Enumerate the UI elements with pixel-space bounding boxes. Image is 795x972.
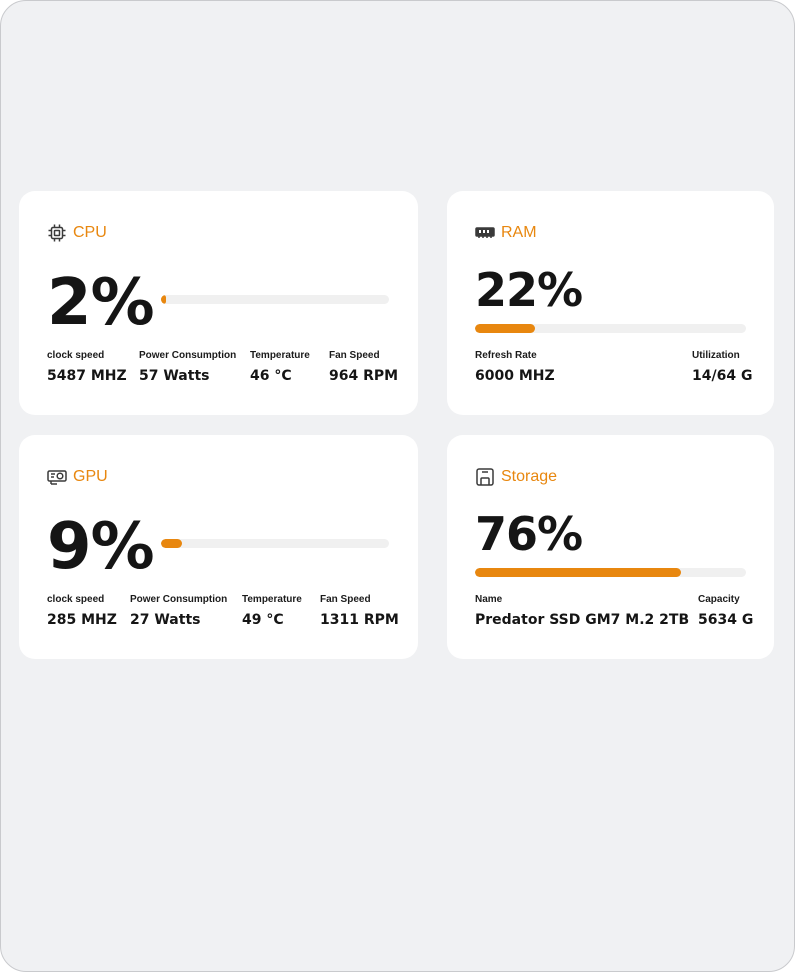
stat-label: Name — [475, 594, 503, 605]
gpu-stat-clock-speed: clock speed 285 MHZ — [47, 594, 117, 628]
stat-label: Fan Speed — [329, 350, 380, 361]
storage-stat-name: Name Predator SSD GM7 M.2 2TB — [475, 594, 689, 628]
gpu-usage-bar — [161, 539, 389, 548]
cpu-usage-percent: 2% — [47, 266, 155, 340]
ram-title: RAM — [501, 224, 537, 241]
storage-card: Storage 76% Name Predator SSD GM7 M.2 2T… — [447, 435, 774, 659]
ram-stat-utilization: Utilization 14/64 G — [692, 350, 752, 384]
graphics-card-icon — [47, 467, 67, 487]
stat-value: 5634 G — [698, 612, 754, 628]
stat-value: 964 RPM — [329, 368, 399, 384]
gpu-usage-bar-fill — [161, 539, 182, 548]
ram-usage-percent: 22% — [475, 263, 583, 317]
storage-title: Storage — [501, 468, 558, 485]
stat-value: 57 Watts — [139, 368, 210, 384]
storage-drive-icon — [475, 467, 495, 487]
storage-usage-bar-fill — [475, 568, 681, 577]
cpu-card-header: CPU — [47, 221, 107, 245]
stat-label: Power Consumption — [139, 350, 237, 361]
gpu-card: GPU 9% clock speed 285 MHZ Power Consump… — [19, 435, 418, 659]
stat-label: Fan Speed — [320, 594, 371, 605]
cpu-stat-temperature: Temperature 46 °C — [250, 350, 310, 384]
stat-label: clock speed — [47, 350, 105, 361]
ram-stat-refresh-rate: Refresh Rate 6000 MHZ — [475, 350, 555, 384]
ram-card-header: RAM — [475, 221, 537, 245]
stat-value: 6000 MHZ — [475, 368, 555, 384]
stat-value: 5487 MHZ — [47, 368, 127, 384]
stat-value: 49 °C — [242, 612, 284, 628]
stat-value: 1311 RPM — [320, 612, 399, 628]
gpu-card-header: GPU — [47, 465, 108, 489]
ram-usage-bar — [475, 324, 746, 333]
storage-stat-capacity: Capacity 5634 G — [698, 594, 753, 628]
stat-value: 285 MHZ — [47, 612, 117, 628]
cpu-stat-power: Power Consumption 57 Watts — [139, 350, 236, 384]
stat-label: Utilization — [692, 350, 740, 361]
stat-value: 46 °C — [250, 368, 292, 384]
stat-label: Temperature — [242, 594, 302, 605]
cpu-stat-clock-speed: clock speed 5487 MHZ — [47, 350, 127, 384]
gpu-usage-percent: 9% — [47, 510, 155, 584]
storage-usage-bar — [475, 568, 746, 577]
cpu-usage-bar — [161, 295, 389, 304]
cpu-card: CPU 2% clock speed 5487 MHZ Power Consum… — [19, 191, 418, 415]
stat-label: Capacity — [698, 594, 740, 605]
gpu-stat-power: Power Consumption 27 Watts — [130, 594, 227, 628]
gpu-title: GPU — [73, 468, 108, 485]
stat-label: clock speed — [47, 594, 105, 605]
cpu-title: CPU — [73, 224, 107, 241]
gpu-stat-fan-speed: Fan Speed 1311 RPM — [320, 594, 399, 628]
cpu-stat-fan-speed: Fan Speed 964 RPM — [329, 350, 398, 384]
stat-value: Predator SSD GM7 M.2 2TB — [475, 612, 690, 628]
cpu-chip-icon — [47, 223, 67, 243]
ram-card: RAM 22% Refresh Rate 6000 MHZ Utilizatio… — [447, 191, 774, 415]
stat-label: Refresh Rate — [475, 350, 537, 361]
stat-label: Power Consumption — [130, 594, 228, 605]
stat-value: 27 Watts — [130, 612, 201, 628]
ram-usage-bar-fill — [475, 324, 535, 333]
storage-usage-percent: 76% — [475, 507, 583, 561]
storage-card-header: Storage — [475, 465, 557, 489]
cpu-usage-bar-fill — [161, 295, 166, 304]
stat-label: Temperature — [250, 350, 310, 361]
stat-value: 14/64 G — [692, 368, 753, 384]
ram-module-icon — [475, 223, 495, 243]
gpu-stat-temperature: Temperature 49 °C — [242, 594, 302, 628]
